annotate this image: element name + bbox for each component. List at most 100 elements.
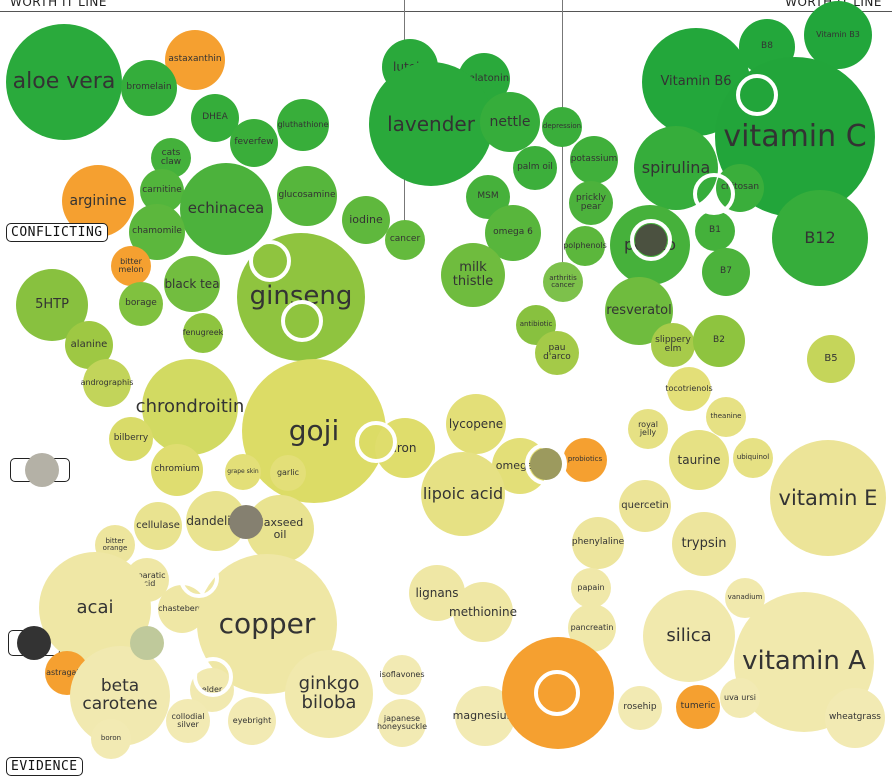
- bubble-arthritis-cancer[interactable]: arthritis cancer: [543, 262, 583, 302]
- bubble-label: iodine: [349, 213, 383, 227]
- selection-ring[interactable]: [693, 173, 735, 215]
- bubble-label: carnitine: [142, 185, 182, 196]
- selection-ring[interactable]: [249, 240, 291, 282]
- bubble-isoflavones[interactable]: isoflavones: [380, 655, 425, 695]
- bubble-bilberry[interactable]: bilberry: [109, 417, 153, 461]
- bubble-garlic[interactable]: garlic: [270, 455, 306, 491]
- bubble-quercetin[interactable]: quercetin: [619, 480, 671, 532]
- selection-ring[interactable]: [281, 300, 323, 342]
- bubble-silica[interactable]: silica: [643, 590, 735, 682]
- bubble-black-tea[interactable]: black tea: [164, 256, 220, 312]
- bubble-feverfew[interactable]: feverfew: [230, 119, 278, 167]
- bubble-tumeric[interactable]: tumeric: [676, 685, 720, 729]
- bubble-label: lycopene: [448, 416, 504, 431]
- bubble-bitter-melon[interactable]: bitter melon: [111, 246, 151, 286]
- bubble-gluthathione[interactable]: gluthathione: [277, 99, 329, 151]
- dark-green-dot[interactable]: [635, 224, 667, 256]
- bubble-depression[interactable]: depression: [542, 107, 582, 147]
- bubble-label: cellulase: [136, 519, 180, 531]
- bubble-tocotrienols[interactable]: tocotrienols: [665, 367, 713, 411]
- bubble-echinacea[interactable]: echinacea: [180, 163, 272, 255]
- bubble-rosehip[interactable]: rosehip: [618, 686, 662, 730]
- conflicting-tag: CONFLICTING: [6, 223, 108, 242]
- bubble-cancer[interactable]: cancer: [385, 220, 425, 260]
- charcoal-dot[interactable]: [17, 626, 51, 660]
- bubble-lycopene[interactable]: lycopene: [446, 394, 506, 454]
- bubble-polphenols[interactable]: polphenols: [563, 226, 607, 266]
- light-gray-dot[interactable]: [25, 453, 59, 487]
- bubble-ginkgo-biloba[interactable]: ginkgo biloba: [285, 650, 373, 738]
- bubble-label: phenylaline: [571, 537, 625, 548]
- selection-ring[interactable]: [525, 443, 567, 485]
- bubble-label: spirulina: [641, 157, 711, 177]
- bubble-label: antibiotic: [519, 320, 553, 329]
- worth-it-line-left-label: WORTH IT LINE: [10, 0, 107, 9]
- bubble-cellulase[interactable]: cellulase: [134, 502, 182, 550]
- bubble-label: cancer: [389, 234, 421, 245]
- bubble-milk-thistle[interactable]: milk thistle: [441, 243, 505, 307]
- bubble-royal-jelly[interactable]: royal jelly: [628, 409, 668, 449]
- bubble-chrondroitin[interactable]: chrondroitin: [136, 359, 244, 455]
- bubble-taurine[interactable]: taurine: [669, 430, 729, 490]
- bubble-borage[interactable]: borage: [119, 282, 163, 326]
- bubble-iodine[interactable]: iodine: [342, 196, 390, 244]
- bubble-palm-oil[interactable]: palm oil: [513, 146, 557, 190]
- bubble-label: depression: [542, 122, 582, 131]
- bubble-label: quercetin: [621, 499, 669, 511]
- bubble-trypsin[interactable]: trypsin: [672, 512, 736, 576]
- bubble-b5[interactable]: B5: [807, 335, 855, 383]
- bubble-prickly-pear[interactable]: prickly pear: [569, 181, 613, 225]
- selection-ring[interactable]: [193, 657, 233, 697]
- bubble-label: fenugreek: [182, 327, 224, 337]
- bubble-b1[interactable]: B1: [695, 211, 735, 251]
- selection-ring[interactable]: [355, 421, 397, 463]
- bubble-collodial-silver[interactable]: collodial silver: [166, 699, 210, 743]
- bubble-grape-skin[interactable]: grape skin: [225, 454, 261, 490]
- selection-ring[interactable]: [179, 558, 219, 598]
- bubble-b2[interactable]: B2: [693, 315, 745, 367]
- bubble-fenugreek[interactable]: fenugreek: [183, 313, 223, 353]
- bubble-methionine[interactable]: methionine: [449, 582, 517, 642]
- bubble-lavender[interactable]: lavender: [369, 62, 493, 186]
- olive-dot[interactable]: [530, 448, 562, 480]
- bubble-boron[interactable]: boron: [91, 719, 131, 759]
- bubble-label: borage: [125, 298, 157, 309]
- bubble-nettle[interactable]: nettle: [480, 92, 540, 152]
- bubble-label: vitamin A: [742, 646, 866, 677]
- bubble-b12[interactable]: B12: [772, 190, 868, 286]
- bubble-pau-d-arco[interactable]: pau d'arco: [535, 331, 579, 375]
- bubble-lipoic-acid[interactable]: lipoic acid: [421, 452, 505, 536]
- bubble-andrographis[interactable]: andrographis: [81, 359, 133, 407]
- bubble-phenylaline[interactable]: phenylaline: [572, 517, 624, 569]
- bubble-label: arginine: [69, 192, 127, 209]
- bubble-japanese-honeysuckle[interactable]: japanese honeysuckle: [377, 699, 427, 747]
- bubble-glucosamine[interactable]: glucosamine: [277, 166, 337, 226]
- bubble-label: B8: [761, 41, 773, 52]
- bubble-label: pau d'arco: [543, 342, 571, 362]
- selection-ring[interactable]: [736, 74, 778, 116]
- gray-taupe-dot[interactable]: [229, 505, 263, 539]
- bubble-label: alanine: [70, 338, 108, 350]
- selection-ring[interactable]: [534, 670, 580, 716]
- bubble-probiotics[interactable]: probiotics: [563, 438, 607, 482]
- bubble-label: wheatgrass: [829, 712, 881, 723]
- bubble-vitamin-b3[interactable]: Vitamin B3: [804, 1, 872, 69]
- selection-ring[interactable]: [630, 219, 672, 261]
- bubble-b7[interactable]: B7: [702, 248, 750, 296]
- bubble-aloe-vera[interactable]: aloe vera: [6, 24, 122, 140]
- bubble-label: gluthathione: [277, 119, 329, 129]
- sage-dot[interactable]: [130, 626, 164, 660]
- bubble-label: lavender: [387, 111, 475, 136]
- bubble-vitamin-e[interactable]: vitamin E: [770, 440, 886, 556]
- bubble-slippery-elm[interactable]: slippery elm: [651, 323, 695, 367]
- bubble-wheatgrass[interactable]: wheatgrass: [825, 688, 885, 748]
- bubble-potassium[interactable]: potassium: [570, 136, 618, 184]
- bubble-ubiquinol[interactable]: ubiquinol: [733, 438, 773, 478]
- bubble-uva-ursi[interactable]: uva ursi: [720, 678, 760, 718]
- bubble-chromium[interactable]: chromium: [151, 444, 203, 496]
- bubble-papain[interactable]: papain: [571, 568, 611, 608]
- bubble-theanine[interactable]: theanine: [706, 397, 746, 437]
- bubble-eyebright[interactable]: eyebright: [228, 697, 276, 745]
- bubble-bromelain[interactable]: bromelain: [121, 60, 177, 116]
- bubble-label: flaxseed oil: [256, 516, 304, 541]
